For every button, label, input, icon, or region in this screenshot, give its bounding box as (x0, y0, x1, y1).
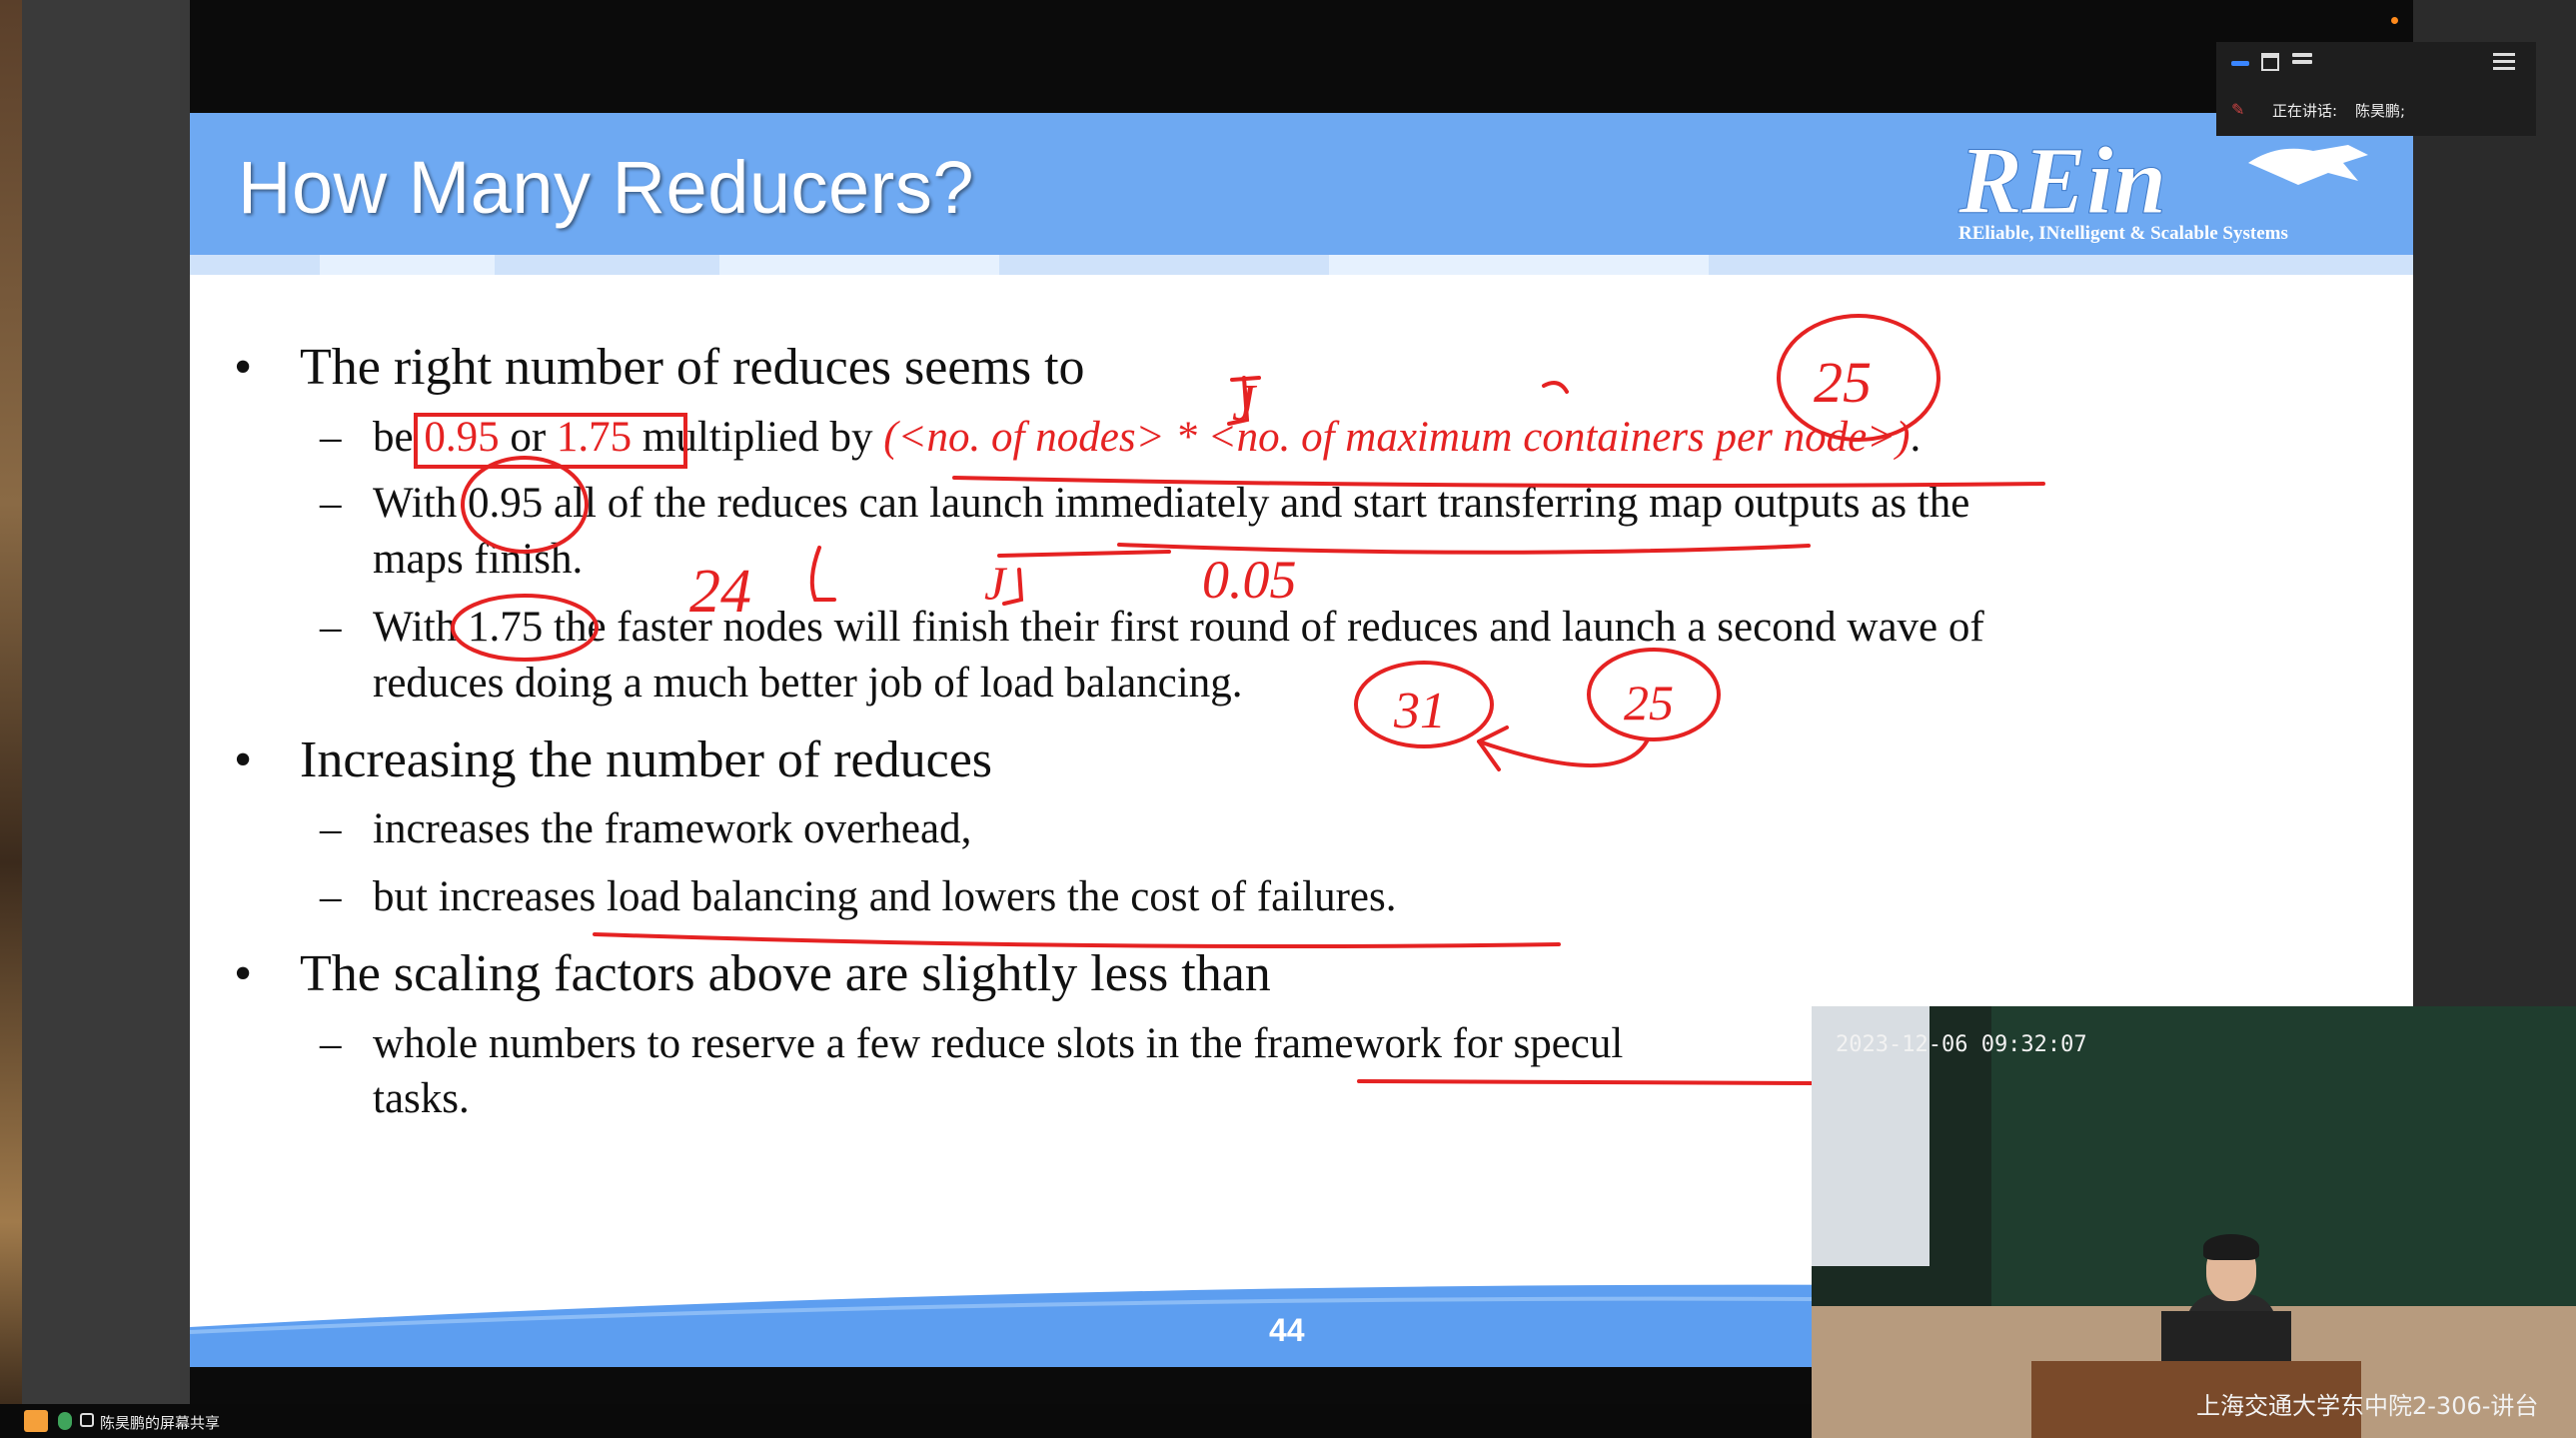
bullet-3-text: The scaling factors above are slightly l… (300, 945, 1271, 1002)
left-background-strip (0, 0, 22, 1438)
bullet-dot: • (234, 731, 253, 788)
bullet-1-sub-3-line2: reduces doing a much better job of load … (373, 660, 1243, 707)
video-location: 上海交通大学东中院2-306-讲台 (2196, 1392, 2539, 1420)
left-gutter (22, 0, 190, 1438)
meeting-toolbar-right (2414, 42, 2536, 136)
screen-share-label: 陈昊鹏的屏幕共享 (100, 1414, 221, 1432)
dash: – (320, 873, 342, 920)
video-timestamp: 2023-12-06 09:32:07 (1836, 1032, 2087, 1057)
window-icon[interactable] (2261, 53, 2279, 71)
projector-screen (1812, 1006, 1930, 1266)
dash: – (320, 414, 342, 461)
status-dot (2391, 17, 2398, 24)
value-175: 1.75 (556, 414, 633, 461)
screen-share-icon[interactable] (24, 1410, 48, 1432)
bullet-2-text: Increasing the number of reduces (300, 731, 993, 788)
logo-text: REin (1957, 127, 2166, 234)
formula: (<no. of nodes> * <no. of maximum contai… (883, 414, 1911, 461)
meeting-toolbar (2216, 42, 2414, 136)
bullet-1-sub-3-line1: With 1.75 the faster nodes will finish t… (373, 604, 1984, 651)
bullet-3-sub-1-line2: tasks. (373, 1075, 470, 1122)
dash: – (320, 805, 342, 852)
podium-desk (2031, 1361, 2361, 1438)
value-095: 0.95 (424, 414, 500, 461)
header-strip (190, 255, 2413, 275)
blue-dash-icon[interactable] (2231, 61, 2249, 66)
share-window-icon[interactable] (80, 1413, 94, 1427)
menu-icon[interactable] (2493, 53, 2515, 73)
video-pip[interactable]: 2023-12-06 09:32:07 上海交通大学东中院2-306-讲台 (1812, 1006, 2576, 1438)
list-icon[interactable] (2292, 53, 2312, 71)
bullet-2-sub-2: but increases load balancing and lowers … (373, 873, 1397, 920)
page-number: 44 (1269, 1312, 1305, 1348)
microphone-icon[interactable] (58, 1412, 72, 1430)
logo-tagline: REliable, INtelligent & Scalable Systems (1958, 223, 2288, 244)
speaker-name: 陈昊鹏; (2355, 102, 2406, 120)
slide-header (190, 113, 2413, 255)
bullet-1-sub-2-line1: With 0.95 all of the reduces can launch … (373, 480, 1970, 527)
dash: – (320, 480, 342, 527)
dash: – (320, 1020, 342, 1067)
chalkboard (1991, 1006, 2576, 1306)
rein-logo: REin (1957, 127, 2368, 235)
speaker-mic-icon: ✎ (2231, 102, 2245, 119)
presenter-hair (2203, 1234, 2259, 1260)
bullet-2-sub-1: increases the framework overhead, (373, 805, 972, 852)
bullet-dot: • (234, 945, 253, 1002)
bullet-dot: • (234, 339, 253, 396)
dash: – (320, 604, 342, 651)
slide-title: How Many Reducers? (238, 146, 974, 229)
bullet-3-sub-1-line1: whole numbers to reserve a few reduce sl… (373, 1020, 1624, 1067)
bullet-1-sub-2-line2: maps finish. (373, 536, 584, 583)
speaking-label: 正在讲话: (2272, 102, 2338, 120)
bullet-1-text: The right number of reduces seems to (300, 339, 1085, 396)
bullet-1-sub-1: be 0.95 or 1.75 multiplied by (<no. of n… (373, 414, 1922, 461)
